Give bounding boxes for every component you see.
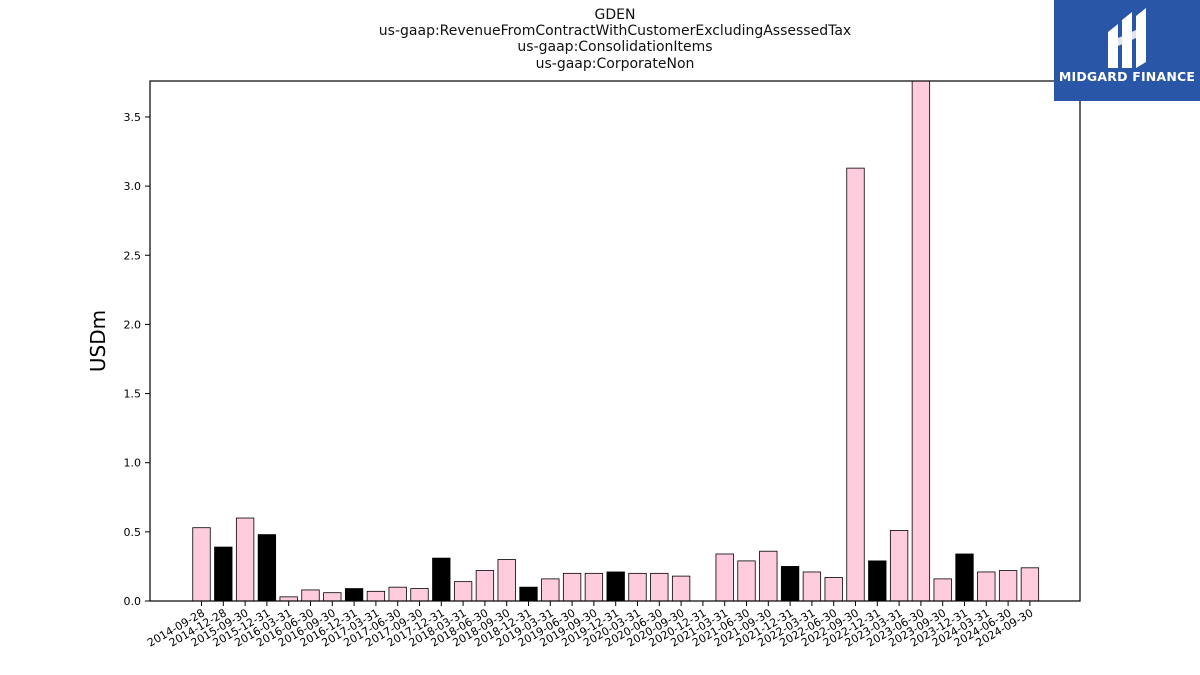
- bar-2018-03-31: [453, 581, 473, 602]
- bar-2019-06-30: [562, 572, 582, 602]
- bar-2016-09-30: [323, 592, 342, 602]
- bar-2017-12-31: [432, 557, 451, 602]
- bar-2019-09-30: [584, 572, 604, 602]
- bar-2014-12-28: [214, 546, 233, 602]
- bar-2017-06-30: [388, 586, 407, 602]
- bar-2023-03-31: [889, 530, 909, 602]
- title-line-axis: us-gaap:ConsolidationItems: [517, 39, 713, 55]
- bar-2020-06-30: [650, 572, 669, 602]
- bar-2022-09-30: [846, 167, 865, 602]
- title-line-ticker: GDEN: [594, 7, 636, 23]
- title-line-concept: us-gaap:RevenueFromContractWithCustomerE…: [378, 23, 852, 39]
- bar-2021-03-31: [715, 553, 734, 602]
- bar-2022-03-31: [802, 571, 822, 602]
- bar-2016-06-30: [301, 589, 320, 602]
- bar-2023-09-30: [933, 578, 952, 602]
- bar-2015-12-31: [257, 534, 277, 602]
- y-tick-label: 1.5: [124, 388, 142, 401]
- y-tick-label: 1.0: [124, 457, 142, 470]
- bar-2021-06-30: [737, 560, 756, 602]
- bar-2021-12-31: [780, 566, 800, 602]
- bar-2019-03-31: [541, 578, 560, 602]
- bar-2019-12-31: [606, 571, 625, 602]
- bar-2016-03-31: [279, 596, 298, 602]
- bar-2018-09-30: [497, 559, 516, 602]
- bar-2021-09-30: [759, 550, 778, 602]
- logo: MIDGARD FINANCE: [1054, 0, 1200, 101]
- bar-2015-09-30: [235, 517, 255, 602]
- bar-2023-06-30: [911, 80, 931, 602]
- y-axis-label: USDm: [86, 310, 110, 372]
- y-tick-label: 3.5: [124, 111, 142, 124]
- logo-mark-icon: [1108, 8, 1146, 68]
- bar-2016-12-31: [344, 588, 364, 602]
- y-tick-label: 2.5: [124, 249, 142, 262]
- bar-2022-12-31: [868, 560, 887, 602]
- logo-text: MIDGARD FINANCE: [1058, 69, 1196, 84]
- bar-2014-09-28: [192, 527, 211, 602]
- bar-2022-06-30: [824, 577, 843, 602]
- y-tick-label: 0.0: [124, 595, 142, 608]
- bar-2020-09-30: [671, 575, 691, 602]
- bar-2024-03-31: [977, 571, 996, 602]
- bar-2017-09-30: [410, 588, 429, 602]
- bar-2017-03-31: [366, 590, 386, 602]
- plot-frame: [149, 80, 1081, 602]
- y-tick-label: 0.5: [124, 526, 142, 539]
- bar-2024-09-30: [1020, 567, 1040, 602]
- bar-2018-12-31: [519, 586, 538, 602]
- bar-2020-03-31: [628, 572, 647, 602]
- title-line-member: us-gaap:CorporateNon: [535, 56, 695, 72]
- bar-2023-12-31: [955, 553, 974, 602]
- y-tick-label: 2.0: [124, 318, 142, 331]
- bar-2024-06-30: [998, 570, 1018, 602]
- bar-2018-06-30: [475, 570, 495, 602]
- y-tick-label: 3.0: [124, 180, 142, 193]
